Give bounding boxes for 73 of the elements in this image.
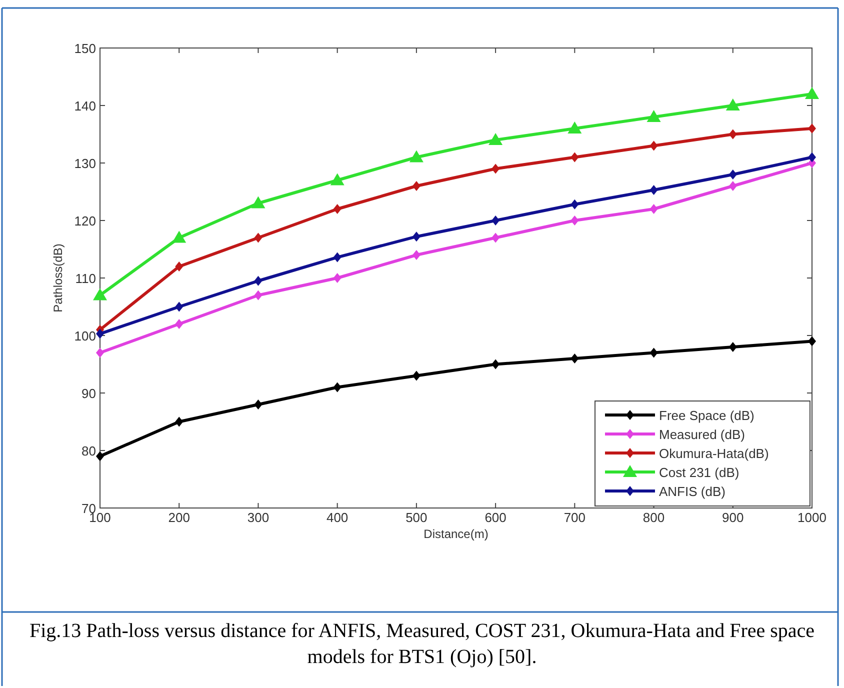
point bbox=[409, 150, 424, 162]
point bbox=[650, 204, 658, 214]
x-tick-label: 400 bbox=[326, 510, 348, 525]
caption: Fig.13 Path-loss versus distance for ANFIS, Measured, COST 231, Okumura-Hata and Free space models for BTS1 (Ojo) [50]. bbox=[28, 619, 816, 670]
point bbox=[728, 181, 737, 191]
point bbox=[254, 400, 262, 410]
point bbox=[412, 370, 420, 381]
point bbox=[254, 232, 262, 243]
point bbox=[805, 87, 819, 99]
x-tick-label: 500 bbox=[406, 510, 428, 525]
point bbox=[646, 110, 661, 122]
point bbox=[96, 348, 104, 358]
point bbox=[726, 98, 740, 110]
point bbox=[330, 173, 344, 186]
point bbox=[808, 336, 816, 346]
legend-label: Free Space (dB) bbox=[659, 408, 754, 423]
legend-label: Okumura-Hata(dB) bbox=[659, 446, 769, 461]
point bbox=[175, 302, 184, 312]
point bbox=[251, 196, 266, 208]
y-tick-label: 80 bbox=[82, 444, 96, 458]
point bbox=[93, 288, 107, 300]
point bbox=[175, 319, 184, 329]
point bbox=[412, 181, 420, 191]
x-tick-label: 600 bbox=[484, 510, 506, 525]
y-tick-label: 120 bbox=[74, 214, 96, 228]
point bbox=[570, 152, 579, 162]
point bbox=[728, 342, 737, 352]
x-tick-label: 300 bbox=[247, 510, 270, 525]
x-tick-label: 800 bbox=[642, 510, 665, 525]
x-axis-title: Distance(m) bbox=[424, 527, 488, 541]
point bbox=[488, 133, 503, 145]
point bbox=[333, 273, 342, 283]
point bbox=[808, 124, 816, 134]
point bbox=[650, 185, 658, 196]
point bbox=[333, 204, 342, 214]
point bbox=[492, 216, 500, 226]
x-tick-label: 200 bbox=[168, 510, 190, 525]
point bbox=[175, 416, 184, 427]
y-tick-label: 110 bbox=[75, 271, 96, 286]
point bbox=[96, 328, 104, 339]
point bbox=[412, 232, 420, 242]
y-axis-title: Pathloss(dB) bbox=[51, 244, 65, 312]
point bbox=[492, 164, 500, 174]
point bbox=[175, 262, 184, 272]
y-tick-label: 150 bbox=[74, 41, 96, 56]
point bbox=[492, 232, 500, 243]
y-tick-label: 100 bbox=[74, 328, 96, 344]
point bbox=[650, 348, 658, 358]
point bbox=[568, 122, 582, 134]
point bbox=[728, 129, 737, 140]
legend-label: Measured (dB) bbox=[659, 427, 745, 442]
x-tick-label: 700 bbox=[564, 510, 586, 525]
point bbox=[570, 354, 579, 364]
legend-label: Cost 231 (dB) bbox=[659, 465, 740, 480]
point bbox=[333, 252, 342, 262]
x-tick-label: 1000 bbox=[798, 510, 826, 525]
y-tick-label: 140 bbox=[74, 98, 96, 114]
point bbox=[172, 230, 186, 243]
y-tick-label: 90 bbox=[82, 386, 96, 401]
x-tick-label: 900 bbox=[722, 510, 744, 525]
point bbox=[254, 290, 262, 300]
legend-label: ANFIS (dB) bbox=[659, 484, 726, 499]
point bbox=[492, 359, 500, 370]
point bbox=[570, 216, 579, 226]
point bbox=[254, 276, 262, 286]
point bbox=[728, 170, 737, 180]
point bbox=[333, 382, 342, 392]
point bbox=[808, 152, 816, 162]
point bbox=[570, 199, 579, 210]
point bbox=[412, 250, 420, 260]
y-tick-label: 130 bbox=[74, 156, 96, 171]
point bbox=[96, 451, 104, 462]
point bbox=[650, 140, 658, 151]
